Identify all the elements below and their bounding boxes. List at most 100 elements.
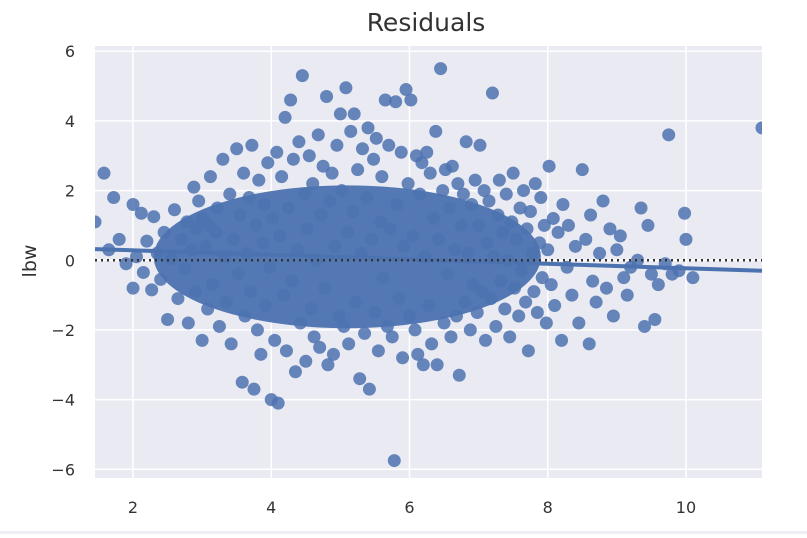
scatter-point [648,312,662,326]
scatter-point [278,110,292,124]
scatter-point [472,218,486,232]
scatter-point [206,278,220,292]
scatter-point [95,215,102,229]
scatter-point [210,201,224,215]
scatter-point [631,253,645,267]
scatter-point [167,203,181,217]
scatter-point [441,267,455,281]
scatter-point [347,107,361,121]
scatter-point [161,312,175,326]
scatter-point [429,124,443,138]
scatter-point [335,184,349,198]
scatter-point [187,180,201,194]
scatter-point [302,149,316,163]
scatter-point [494,274,508,288]
scatter-point [755,121,762,135]
scatter-point [537,218,551,232]
scatter-point [346,204,360,218]
scatter-point [548,299,562,313]
scatter-point [291,243,305,257]
scatter-point [544,278,558,292]
scatter-point [351,163,365,177]
scatter-point [463,323,477,337]
tick-labels: 2 4 6 8 10 −6 −4 −2 0 2 4 6 [51,42,696,517]
scatter-point [513,201,527,215]
scatter-point [293,316,307,330]
scatter-point [662,128,676,142]
scatter-point [546,211,560,225]
scatter-point [230,142,244,156]
scatter-point [224,337,238,351]
scatter-point [190,222,204,236]
scatter-point [475,285,489,299]
scatter-point [514,264,528,278]
scatter-point [420,145,434,159]
scatter-point [254,347,268,361]
scatter-point [503,330,517,344]
scatter-point [219,295,233,309]
scatter-point [271,396,285,410]
scatter-point [437,316,451,330]
scatter-point [361,121,375,135]
scatter-point [316,159,330,173]
scatter-point [223,187,237,201]
scatter-point [606,309,620,323]
scatter-point [401,177,415,191]
scatter-point [434,62,448,76]
scatter-point [390,198,404,212]
y-tick-label: −2 [51,321,75,340]
y-tick-label: 0 [65,251,75,270]
scatter-point [399,83,413,97]
scatter-point [378,93,392,107]
scatter-point [195,333,209,347]
scatter-point [589,295,603,309]
scatter-point [164,252,178,266]
scatter-point [337,319,351,333]
scatter-point [617,271,631,285]
x-tick-label: 6 [404,498,414,517]
scatter-point [216,152,230,166]
scatter-point [498,302,512,316]
scatter-point [508,281,522,295]
scatter-point [242,191,256,205]
scatter-point [406,229,420,243]
scatter-point [593,246,607,260]
scatter-point [245,138,259,152]
scatter-point [373,215,387,229]
scatter-point [136,265,150,279]
scatter-point [492,173,506,187]
scatter-point [270,145,284,159]
scatter-point [360,191,374,205]
scatter-point [534,191,548,205]
scatter-point [425,337,439,351]
scatter-point [134,206,148,220]
scatter-point [295,69,309,83]
scatter-point [306,177,320,191]
scatter-point [575,163,589,177]
scatter-point [427,211,441,225]
scatter-point [231,267,245,281]
scatter-point [157,225,171,239]
scatter-point [445,159,459,173]
scatter-point [468,173,482,187]
scatter-point [584,208,598,222]
scatter-point [180,215,194,229]
scatter-point [250,323,264,337]
scatter-point [519,295,533,309]
scatter-point [247,382,261,396]
scatter-point [411,347,425,361]
scatter-point [396,351,410,365]
scatter-point [325,166,339,180]
scatter-point [259,299,273,313]
scatter-point [284,93,298,107]
scatter-point [256,236,270,250]
scatter-point [150,246,164,260]
scatter-point [512,309,526,323]
scatter-point [526,246,540,260]
scatter-point [436,184,450,198]
scatter-point [443,201,457,215]
scatter-point [491,208,505,222]
scatter-point [416,358,430,372]
scatter-point [499,187,513,201]
scatter-point [539,316,553,330]
